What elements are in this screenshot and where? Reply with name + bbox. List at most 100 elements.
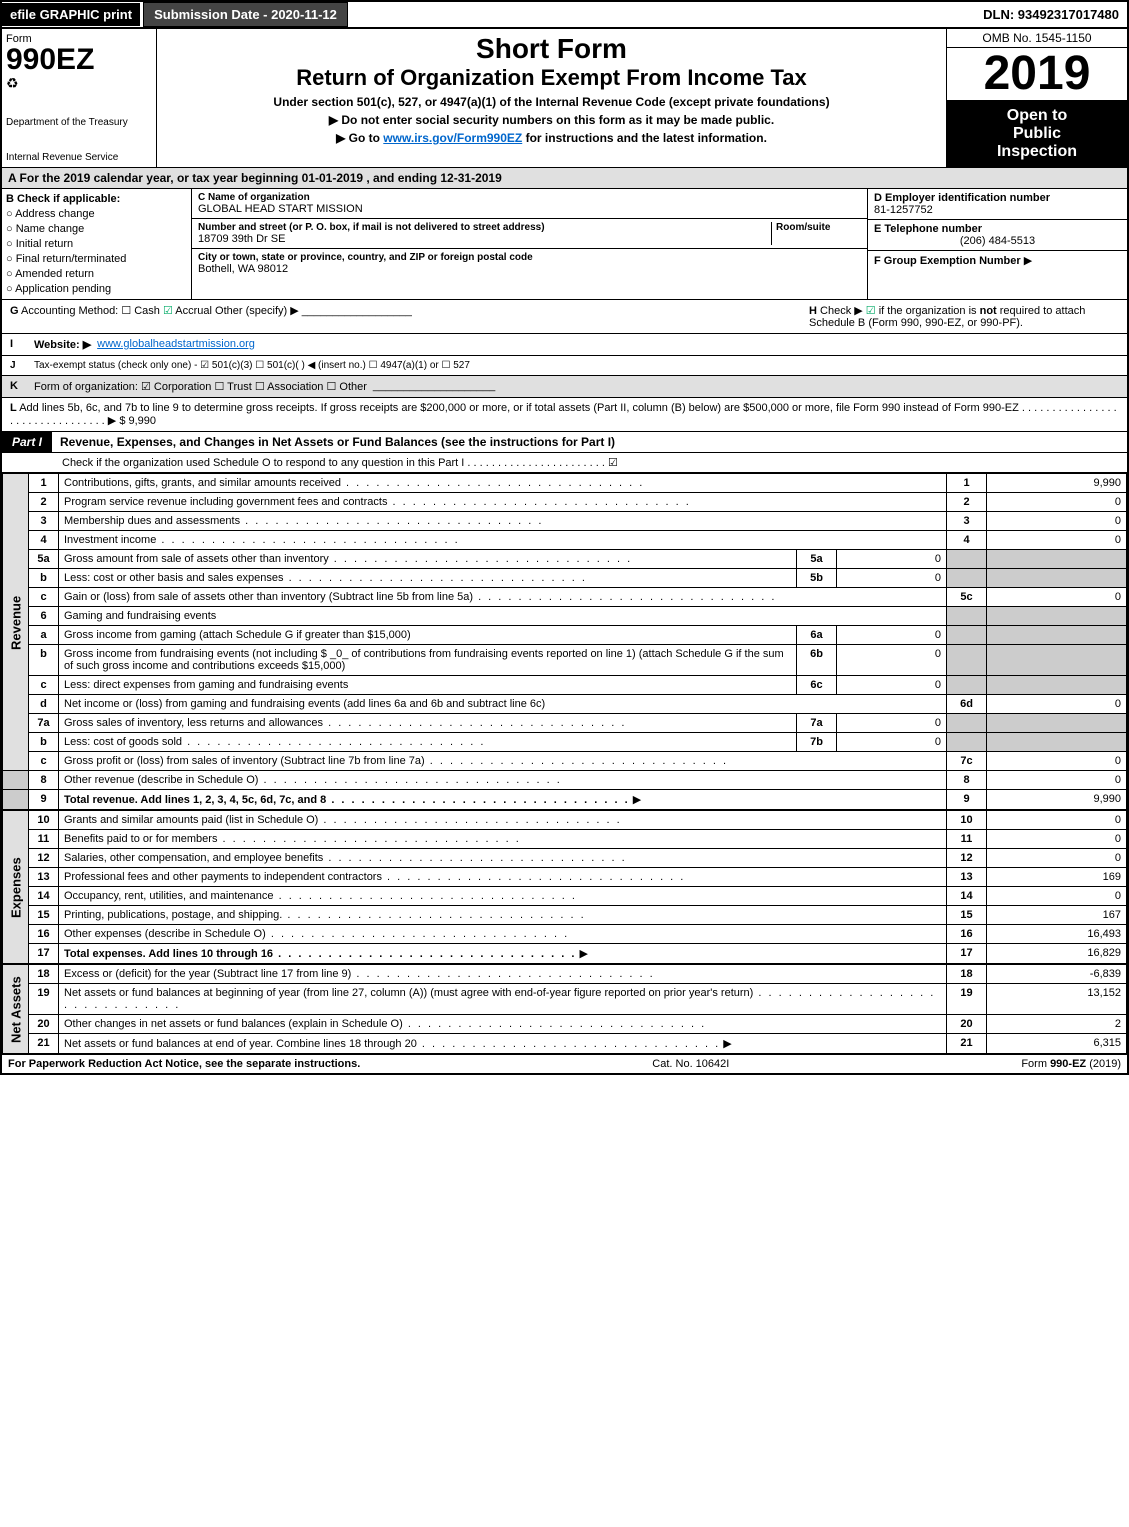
netassets-table: Net Assets 18Excess or (deficit) for the… <box>2 964 1127 1054</box>
r6a-grey1 <box>947 626 987 645</box>
box-e: E Telephone number (206) 484-5513 <box>868 220 1127 251</box>
e12-desc: Salaries, other compensation, and employ… <box>64 852 627 864</box>
line-g-h: G Accounting Method: Cash Accrual Other … <box>2 300 1127 334</box>
row-21: 21 Net assets or fund balances at end of … <box>3 1034 1127 1054</box>
notice-pre: ▶ Go to <box>336 131 383 145</box>
row-20: 20Other changes in net assets or fund ba… <box>3 1015 1127 1034</box>
r6a-num: a <box>29 626 59 645</box>
expenses-section-label: Expenses <box>3 811 29 964</box>
website-link[interactable]: www.globalheadstartmission.org <box>97 338 255 350</box>
r7c-ln: 7c <box>947 752 987 771</box>
street-label: Number and street (or P. O. box, if mail… <box>198 222 771 233</box>
r6d-desc: Net income or (loss) from gaming and fun… <box>59 695 947 714</box>
row-4: 4Investment income40 <box>3 531 1127 550</box>
box-b-title: B Check if applicable: <box>6 193 187 205</box>
n19-amt: 13,152 <box>987 984 1127 1015</box>
main-title: Return of Organization Exempt From Incom… <box>163 65 940 91</box>
e15-amt: 167 <box>987 906 1127 925</box>
n21-desc: Net assets or fund balances at end of ye… <box>64 1038 720 1050</box>
r4-amt: 0 <box>987 531 1127 550</box>
r6-grey2 <box>987 607 1127 626</box>
dept-label: Department of the Treasury <box>6 117 152 128</box>
part-1-title: Revenue, Expenses, and Changes in Net As… <box>52 432 1127 452</box>
chk-application-pending[interactable]: Application pending <box>6 283 187 295</box>
h-lead: H <box>809 305 817 317</box>
submission-date-button[interactable]: Submission Date - 2020-11-12 <box>143 2 348 27</box>
row-6d: dNet income or (loss) from gaming and fu… <box>3 695 1127 714</box>
r5a-grey2 <box>987 550 1127 569</box>
chk-address-change[interactable]: Address change <box>6 208 187 220</box>
line-i: I Website: ▶ www.globalheadstartmission.… <box>2 334 1127 356</box>
r4-num: 4 <box>29 531 59 550</box>
r7c-amt: 0 <box>987 752 1127 771</box>
r8-ln: 8 <box>947 771 987 790</box>
right-box: OMB No. 1545-1150 2019 Open to Public In… <box>947 29 1127 167</box>
r5b-grey2 <box>987 569 1127 588</box>
row-19: 19 Net assets or fund balances at beginni… <box>3 984 1127 1015</box>
r5c-ln: 5c <box>947 588 987 607</box>
city-row: City or town, state or province, country… <box>192 249 867 278</box>
subtitle: Under section 501(c), 527, or 4947(a)(1)… <box>163 95 940 109</box>
r7a-desc: Gross sales of inventory, less returns a… <box>64 717 626 729</box>
r6c-grey1 <box>947 676 987 695</box>
form-number-box: Form 990EZ ♻ Department of the Treasury … <box>2 29 157 167</box>
r6d-ln: 6d <box>947 695 987 714</box>
line-k: K Form of organization: ☑ Corporation ☐ … <box>2 376 1127 398</box>
phone-value: (206) 484-5513 <box>874 235 1121 247</box>
efile-label[interactable]: efile GRAPHIC print <box>2 3 140 26</box>
h-text1: Check ▶ <box>820 305 863 317</box>
r7c-num: c <box>29 752 59 771</box>
n21-num: 21 <box>29 1034 59 1054</box>
row-2: 2Program service revenue including gover… <box>3 493 1127 512</box>
ein-label: D Employer identification number <box>874 192 1050 204</box>
chk-initial-return[interactable]: Initial return <box>6 238 187 250</box>
e12-num: 12 <box>29 849 59 868</box>
h-text2: if the organization is <box>879 305 980 317</box>
r7b-num: b <box>29 733 59 752</box>
lines-g-to-k: G Accounting Method: Cash Accrual Other … <box>0 300 1129 432</box>
city: Bothell, WA 98012 <box>198 263 288 275</box>
n18-num: 18 <box>29 965 59 984</box>
j-text: Tax-exempt status (check only one) - ☑ 5… <box>34 360 470 371</box>
footer-left: For Paperwork Reduction Act Notice, see … <box>8 1058 360 1070</box>
h-not: not <box>980 305 997 317</box>
e16-num: 16 <box>29 925 59 944</box>
h-check[interactable] <box>866 305 879 317</box>
e13-desc: Professional fees and other payments to … <box>64 871 685 883</box>
g-other[interactable]: Other (specify) ▶ <box>215 305 299 317</box>
r6d-num: d <box>29 695 59 714</box>
r7a-grey2 <box>987 714 1127 733</box>
r5b-desc: Less: cost or other basis and sales expe… <box>64 572 587 584</box>
r9-ln: 9 <box>947 790 987 810</box>
e13-amt: 169 <box>987 868 1127 887</box>
l-lead: L <box>10 402 17 414</box>
irs-link[interactable]: www.irs.gov/Form990EZ <box>383 131 522 145</box>
g-accrual[interactable]: Accrual <box>163 305 212 317</box>
row-1: Revenue 1 Contributions, gifts, grants, … <box>3 474 1127 493</box>
r5b-num: b <box>29 569 59 588</box>
expenses-table: Expenses 10Grants and similar amounts pa… <box>2 810 1127 964</box>
row-16: 16Other expenses (describe in Schedule O… <box>3 925 1127 944</box>
chk-name-change[interactable]: Name change <box>6 223 187 235</box>
row-8: 8Other revenue (describe in Schedule O)8… <box>3 771 1127 790</box>
part-1-sub: Check if the organization used Schedule … <box>2 453 1127 473</box>
n20-desc: Other changes in net assets or fund bala… <box>64 1018 706 1030</box>
r6b-in: 6b <box>797 645 837 676</box>
org-name: GLOBAL HEAD START MISSION <box>198 203 363 215</box>
dln-label: DLN: 93492317017480 <box>975 3 1127 26</box>
chk-amended-return[interactable]: Amended return <box>6 268 187 280</box>
e10-ln: 10 <box>947 811 987 830</box>
n19-desc: Net assets or fund balances at beginning… <box>64 987 935 1011</box>
n19-ln: 19 <box>947 984 987 1015</box>
r6a-in: 6a <box>797 626 837 645</box>
short-form-title: Short Form <box>163 33 940 65</box>
chk-final-return[interactable]: Final return/terminated <box>6 253 187 265</box>
part-1: Part I Revenue, Expenses, and Changes in… <box>0 432 1129 1054</box>
r9-amt: 9,990 <box>987 790 1127 810</box>
r6-grey1 <box>947 607 987 626</box>
r5c-desc: Gain or (loss) from sale of assets other… <box>64 591 776 603</box>
g-cash[interactable]: Cash <box>121 305 160 317</box>
e14-ln: 14 <box>947 887 987 906</box>
r6-desc: Gaming and fundraising events <box>59 607 947 626</box>
r8-num: 8 <box>29 771 59 790</box>
